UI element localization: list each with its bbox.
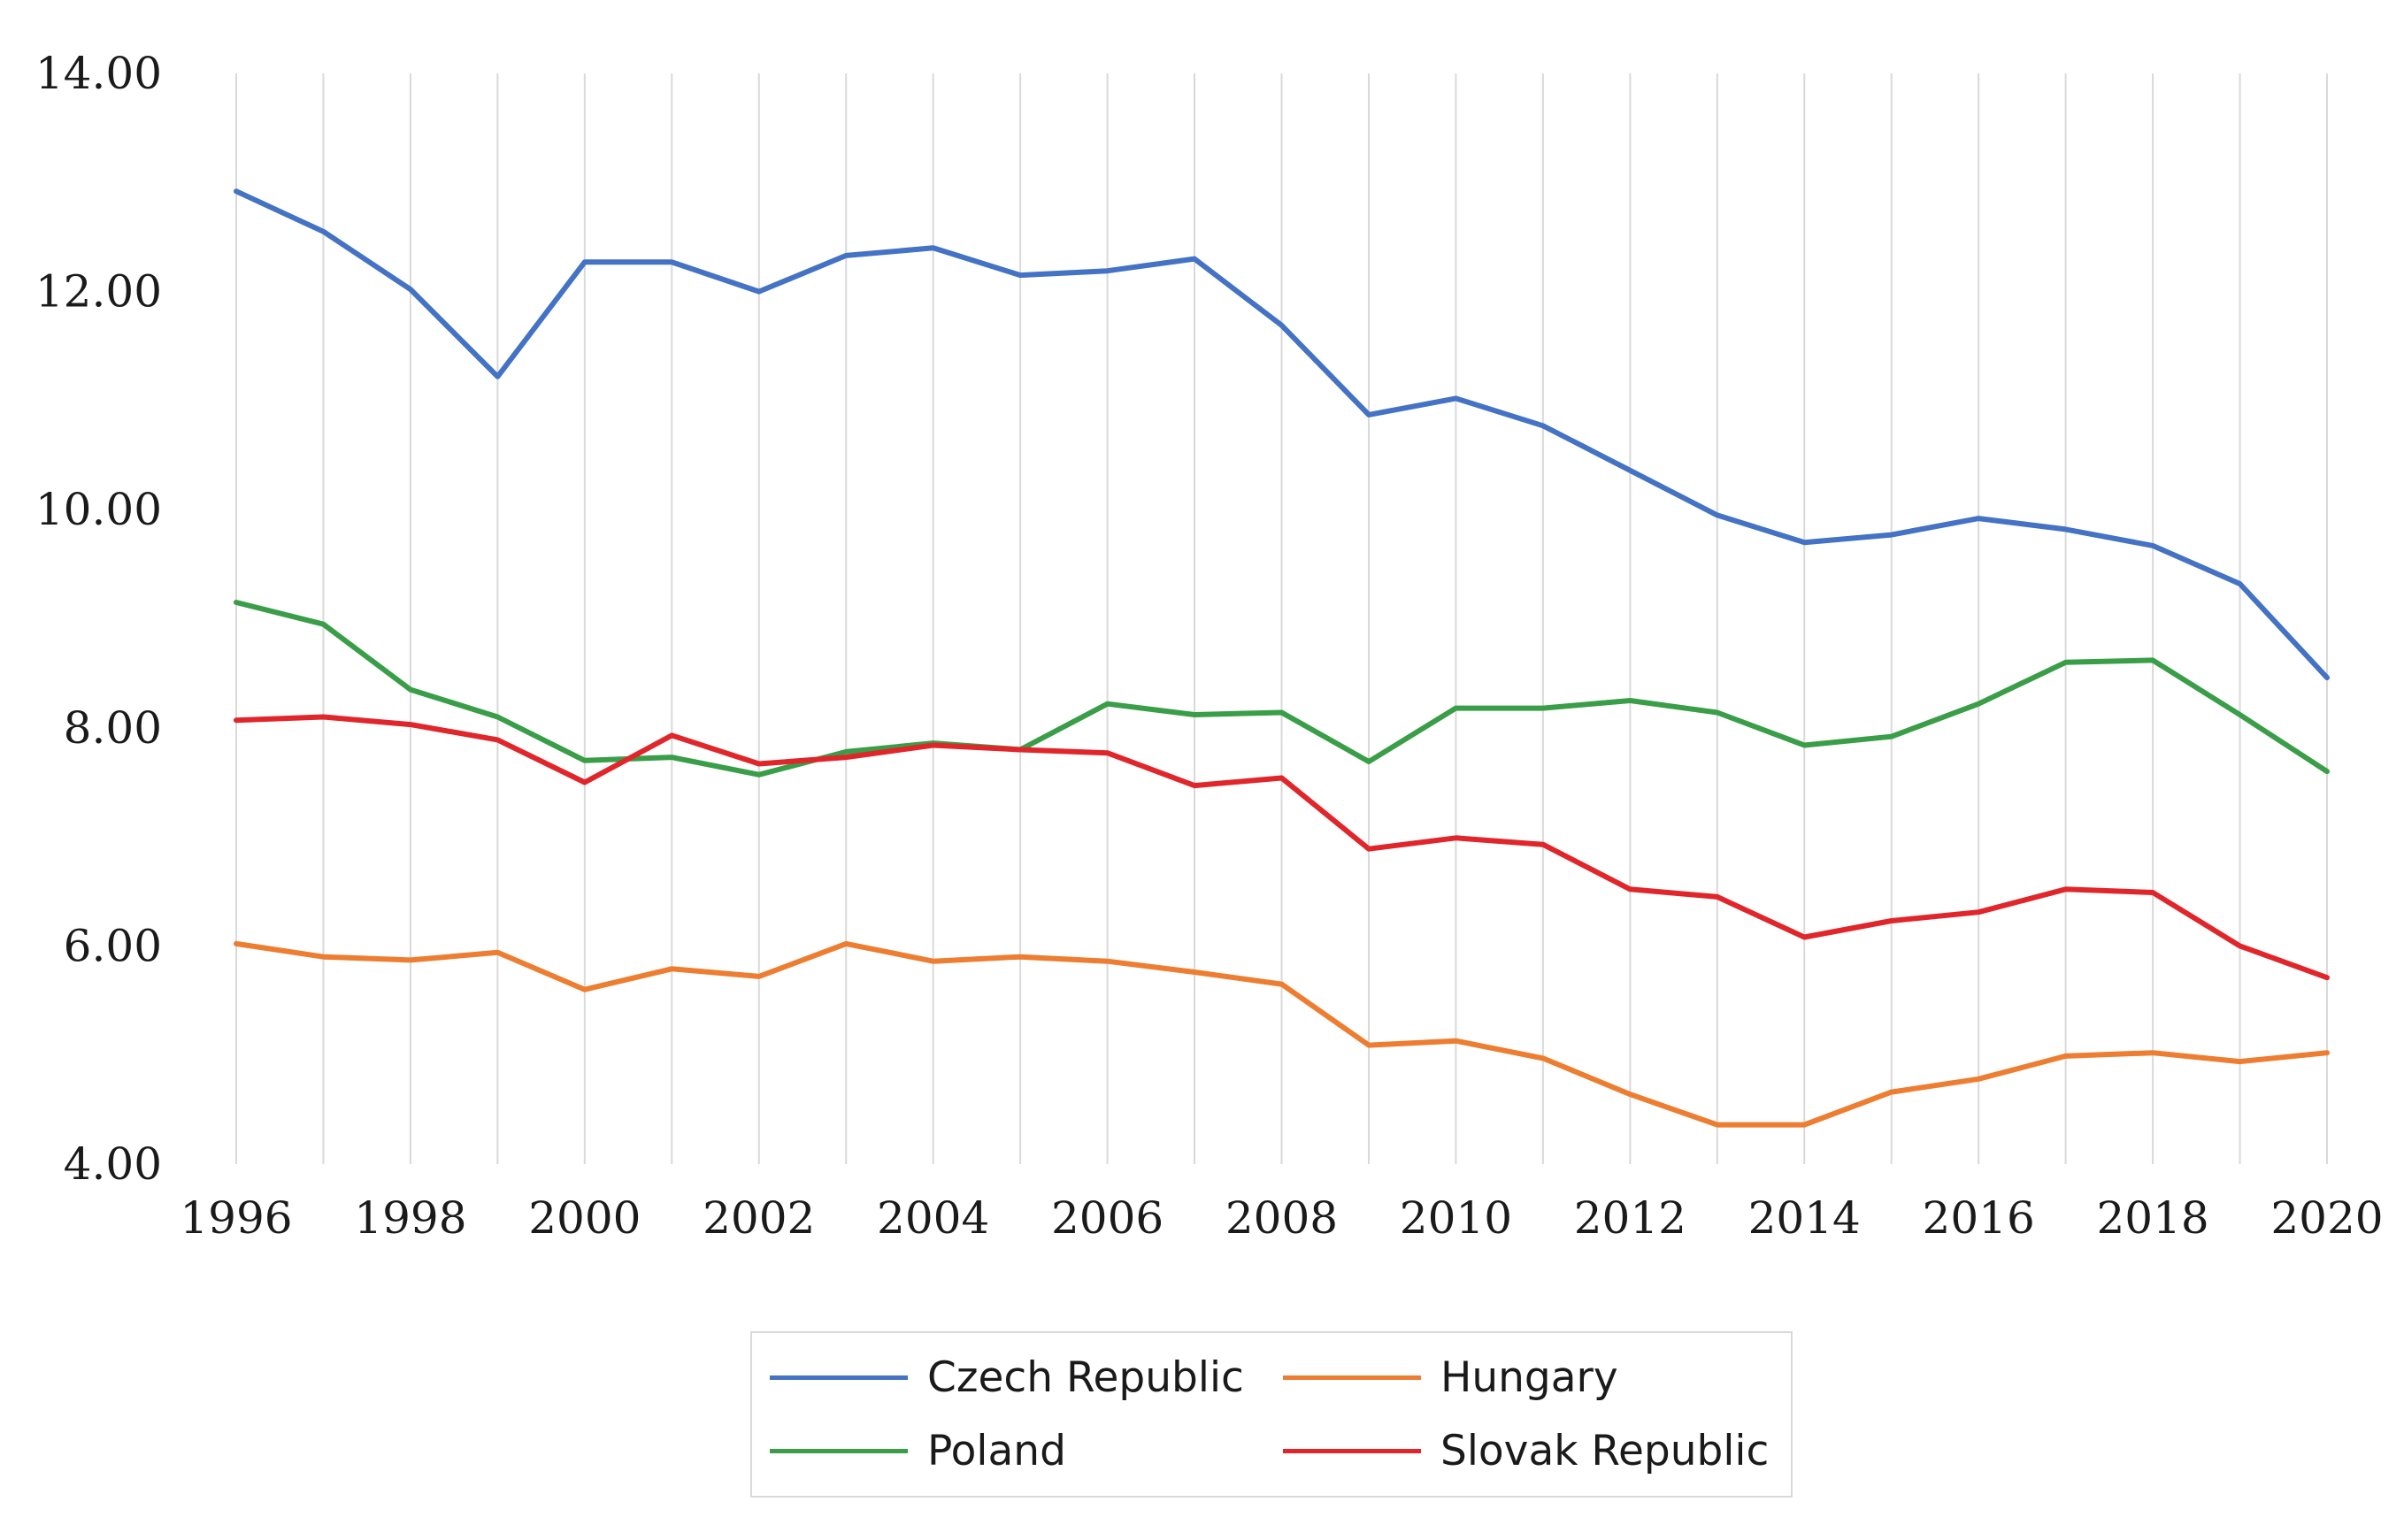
legend-label-poland: Poland: [927, 1426, 1066, 1475]
series-line-hungary: [234, 940, 2330, 1128]
x-tick-label: 2008: [1225, 1192, 1338, 1244]
y-tick-label: 14.00: [35, 48, 162, 99]
legend-label-hungary: Hungary: [1440, 1352, 1618, 1402]
x-tick-label: 1996: [180, 1192, 292, 1244]
x-tick-label: 2006: [1051, 1192, 1164, 1244]
y-tick-label: 12.00: [35, 266, 162, 318]
series-line-slovak-republic: [234, 714, 2330, 981]
legend-swatch-slovak-republic: [1283, 1448, 1421, 1453]
x-tick-label: 2020: [2270, 1192, 2383, 1244]
legend-swatch-czech-republic: [770, 1375, 908, 1380]
legend-label-czech-republic: Czech Republic: [927, 1352, 1244, 1402]
x-tick-label: 2014: [1748, 1192, 1861, 1244]
y-axis-ticks: 4.00 6.00 8.00 10.00 12.00 14.00: [35, 48, 162, 1190]
y-tick-label: 8.00: [64, 702, 162, 754]
legend-item-slovak-republic[interactable]: Slovak Republic: [1283, 1424, 1769, 1477]
legend-swatch-hungary: [1283, 1375, 1421, 1380]
x-axis-ticks: 1996 1998 2000 2002 2004 2006 2008 2010 2012 2014…: [180, 1192, 2383, 1244]
legend-item-hungary[interactable]: Hungary: [1283, 1351, 1618, 1404]
x-tick-label: 2018: [2096, 1192, 2208, 1244]
x-tick-label: 2000: [528, 1192, 641, 1244]
x-tick-label: 2016: [1923, 1192, 2035, 1244]
legend-item-czech-republic[interactable]: Czech Republic: [770, 1351, 1244, 1404]
x-tick-label: 2002: [703, 1192, 815, 1244]
series-line-poland: [234, 600, 2330, 778]
gridlines: [235, 73, 2328, 1164]
x-tick-label: 2004: [877, 1192, 989, 1244]
y-tick-label: 10.00: [35, 484, 162, 535]
x-tick-label: 2012: [1574, 1192, 1686, 1244]
series-lines: [234, 188, 2330, 1128]
x-tick-label: 2010: [1400, 1192, 1512, 1244]
x-tick-label: 1998: [354, 1192, 466, 1244]
legend-item-poland[interactable]: Poland: [770, 1424, 1066, 1477]
y-tick-label: 6.00: [64, 920, 162, 971]
y-tick-label: 4.00: [64, 1138, 162, 1190]
legend: Czech Republic Hungary Poland Slovak Rep…: [750, 1331, 1793, 1498]
legend-label-slovak-republic: Slovak Republic: [1440, 1426, 1770, 1475]
legend-swatch-poland: [770, 1448, 908, 1453]
series-line-czech-republic: [234, 188, 2330, 681]
